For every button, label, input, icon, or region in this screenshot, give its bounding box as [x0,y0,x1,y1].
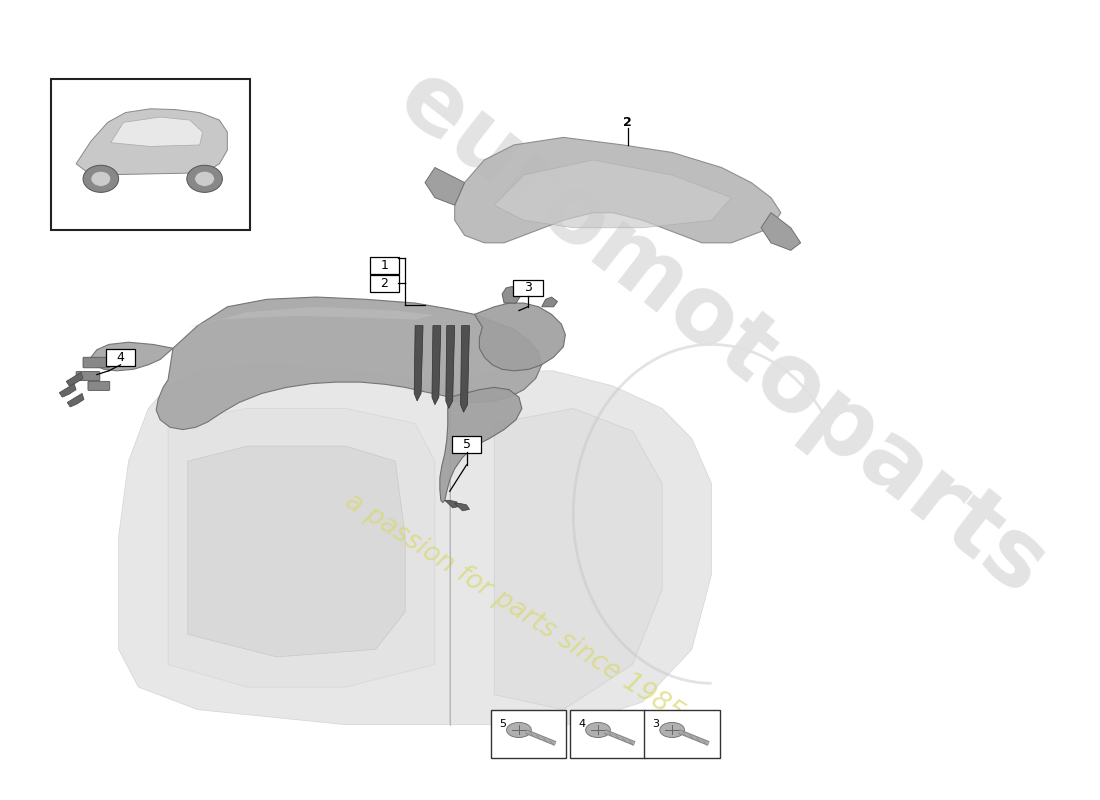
Polygon shape [188,446,405,657]
FancyBboxPatch shape [370,257,399,274]
FancyBboxPatch shape [82,358,110,368]
Ellipse shape [660,722,684,738]
Text: euromotoparts: euromotoparts [379,52,1064,614]
Circle shape [195,171,214,186]
Text: 1: 1 [381,259,388,272]
Polygon shape [119,363,450,725]
Polygon shape [66,372,82,386]
Text: 4: 4 [579,718,585,729]
Polygon shape [761,213,801,250]
FancyBboxPatch shape [88,382,110,390]
Polygon shape [446,326,454,409]
Polygon shape [168,409,434,687]
Text: 3: 3 [652,718,659,729]
Polygon shape [414,326,424,401]
FancyBboxPatch shape [52,78,250,230]
Polygon shape [425,167,464,205]
Polygon shape [76,109,228,175]
Polygon shape [494,409,662,710]
Polygon shape [444,500,460,508]
FancyBboxPatch shape [106,349,135,366]
Circle shape [91,171,111,186]
Polygon shape [461,326,470,412]
Text: 5: 5 [499,718,506,729]
Polygon shape [502,286,520,303]
Text: 2: 2 [624,116,632,129]
Polygon shape [450,371,712,725]
Circle shape [187,166,222,192]
Text: 4: 4 [117,350,124,364]
Text: 5: 5 [462,438,471,451]
Text: 2: 2 [381,277,388,290]
Text: 3: 3 [524,282,531,294]
Polygon shape [454,138,781,243]
Circle shape [82,166,119,192]
Polygon shape [156,297,541,430]
FancyBboxPatch shape [645,710,719,758]
Polygon shape [432,326,441,405]
FancyBboxPatch shape [513,280,542,296]
Polygon shape [541,297,558,307]
Text: a passion for parts since 1985: a passion for parts since 1985 [340,489,689,727]
Polygon shape [111,117,202,146]
Polygon shape [188,307,434,327]
FancyBboxPatch shape [370,275,399,292]
Ellipse shape [507,722,531,738]
Polygon shape [440,387,521,502]
Polygon shape [91,342,173,371]
FancyBboxPatch shape [492,710,566,758]
Polygon shape [474,303,565,371]
Polygon shape [59,384,76,397]
Polygon shape [67,394,84,407]
Polygon shape [494,160,732,228]
Polygon shape [454,503,470,511]
FancyBboxPatch shape [76,371,100,381]
FancyBboxPatch shape [452,436,482,453]
Ellipse shape [585,722,611,738]
FancyBboxPatch shape [570,710,646,758]
